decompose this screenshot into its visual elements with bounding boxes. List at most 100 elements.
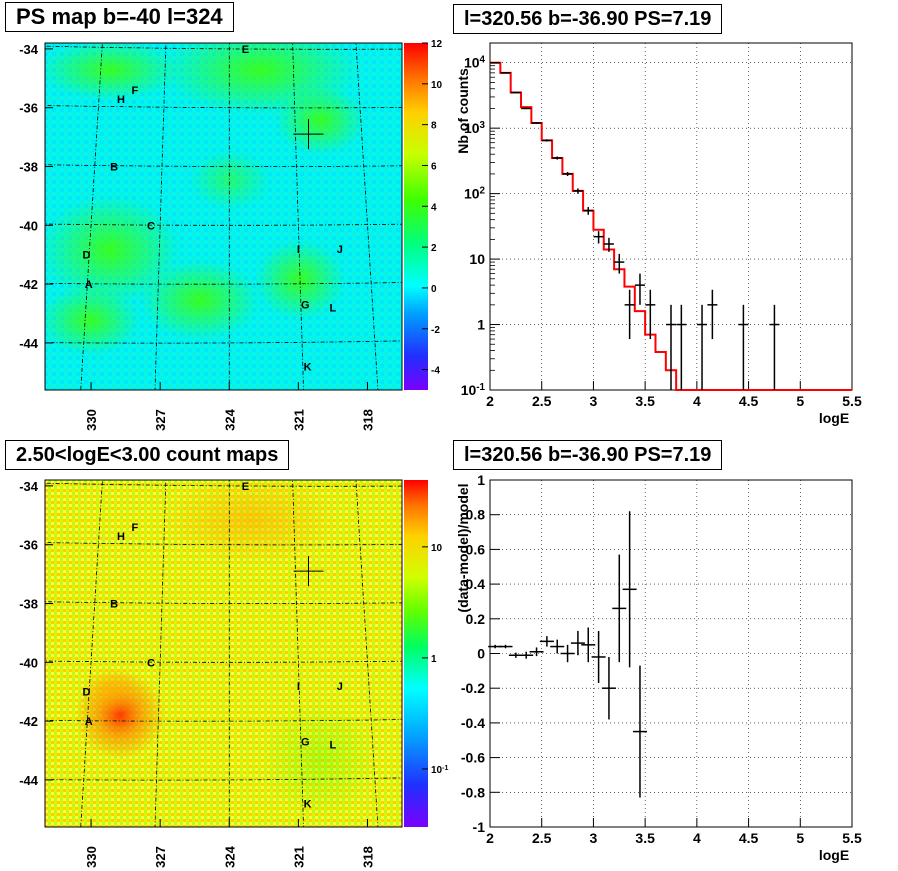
y-axis-label: Nb of counts (455, 68, 471, 154)
y-tick-label: 1 (477, 472, 485, 488)
psmap-position-marker (293, 119, 324, 150)
colorbar-tick-label: 4 (431, 202, 437, 213)
data-point (572, 188, 583, 194)
longitude-line (355, 480, 379, 827)
countmap-coordinate-grid (45, 480, 402, 827)
data-point (562, 171, 573, 176)
colorbar-tick-label: -4 (431, 366, 440, 377)
data-point (634, 273, 645, 305)
map-x-tick-label: 321 (291, 846, 306, 868)
colorbar-tick-label: -2 (431, 325, 440, 336)
source-label-c: C (147, 220, 155, 232)
data-point (676, 304, 687, 390)
y-tick-label: 0.4 (466, 576, 486, 592)
psmap-title: PS map b=-40 l=324 (5, 2, 234, 32)
map-x-tick-label: 330 (84, 409, 99, 431)
source-label-g: G (301, 300, 310, 312)
residual-point (612, 554, 627, 663)
map-y-tick-label: -42 (19, 277, 38, 292)
x-tick-label: 3 (590, 393, 598, 409)
latitude-line (45, 340, 402, 344)
data-point (510, 91, 521, 94)
y-tick-label: -1 (473, 819, 486, 835)
residual-point (570, 630, 585, 656)
spectrum-panel: 2 2.5 3 3.5 4 4.5 5 5.5 10-1 1 10 102 103 104 logE Nb o… (455, 42, 862, 426)
x-tick-label: 4 (693, 830, 701, 846)
residual-panel: 2 2.5 3 3.5 4 4.5 5 5.5 -1 -0.8 -0.6 -0.4 -0.2 0 0.2 0.… (455, 472, 862, 863)
y-axis-label: (data-model)/model (455, 483, 471, 612)
y-tick-label: -0.4 (461, 715, 485, 731)
source-label-i: I (297, 244, 300, 256)
map-y-tick-label: -40 (19, 218, 38, 233)
source-label-k: K (304, 361, 312, 373)
countmap-colorbar (404, 480, 428, 827)
source-label-c: C (147, 657, 155, 669)
latitude-line (45, 542, 402, 546)
longitude-line (80, 480, 103, 827)
colorbar-tick-label: 0 (431, 284, 437, 295)
source-label-d: D (82, 687, 90, 699)
residual-title: l=320.56 b=-36.90 PS=7.19 (453, 440, 723, 470)
data-point (521, 107, 532, 110)
source-label-j: J (337, 681, 343, 693)
longitude-line (4, 16, 42, 417)
data-point (593, 231, 604, 244)
source-label-i: I (297, 681, 300, 693)
x-tick-label: 2 (486, 830, 494, 846)
source-label-b: B (110, 162, 118, 174)
source-label-f: F (131, 522, 138, 534)
data-point (583, 207, 594, 215)
y-tick-label: 10 (469, 251, 485, 267)
longitude-line (292, 43, 304, 390)
x-axis-label: logE (819, 410, 849, 426)
data-point (603, 237, 614, 252)
x-tick-label: 3.5 (635, 393, 655, 409)
x-tick-label: 5 (796, 393, 804, 409)
map-x-tick-label: 321 (291, 409, 306, 431)
residual-point (622, 511, 637, 668)
countmap-source-labels: E FH B C D A I J G L K (82, 481, 342, 811)
psmap-coordinate-grid (4, 16, 402, 417)
source-label-e: E (242, 481, 249, 493)
y-tick-label: 0 (477, 646, 485, 662)
countmap-image (45, 480, 402, 827)
map-x-tick-label: 318 (360, 846, 375, 868)
y-tick-label: 103 (464, 120, 486, 137)
longitude-line (80, 43, 103, 390)
map-x-tick-label: 330 (84, 846, 99, 868)
source-label-k: K (304, 798, 312, 810)
data-point (707, 289, 718, 340)
source-label-f: F (131, 85, 138, 97)
data-point (697, 304, 708, 390)
y-tick-label: -0.6 (461, 750, 485, 766)
x-tick-label: 2 (486, 393, 494, 409)
residual-point (560, 644, 575, 663)
longitude-line (355, 43, 379, 390)
countmap-position-marker (293, 556, 324, 587)
psmap-image (45, 43, 402, 390)
model-step-line (490, 61, 852, 391)
longitude-line (154, 480, 167, 827)
data-point (552, 156, 563, 160)
x-axis-label: logE (819, 847, 849, 863)
source-label-g: G (301, 737, 310, 749)
latitude-line (45, 719, 402, 722)
source-label-h: H (117, 531, 125, 543)
map-y-tick-label: -42 (19, 714, 38, 729)
residual-point (519, 651, 534, 659)
map-x-tick-label: 324 (222, 408, 237, 430)
y-tick-label: 104 (464, 54, 486, 71)
map-x-tick-label: 327 (153, 846, 168, 868)
colorbar-tick-label: 12 (431, 39, 443, 50)
latitude-line (45, 282, 402, 285)
data-point (490, 61, 501, 64)
residual-point (550, 639, 565, 654)
colorbar-tick-label: 6 (431, 161, 437, 172)
y-tick-label: 10-1 (461, 382, 486, 399)
spectrum-plot: 2 2.5 3 3.5 4 4.5 5 5.5 10-1 1 10 102 103 104 logE Nb o… (455, 42, 862, 426)
colorbar-tick-label: 8 (431, 121, 437, 132)
x-tick-label: 5.5 (842, 393, 862, 409)
map-y-tick-label: -44 (19, 773, 39, 788)
spectrum-title: l=320.56 b=-36.90 PS=7.19 (453, 4, 723, 34)
